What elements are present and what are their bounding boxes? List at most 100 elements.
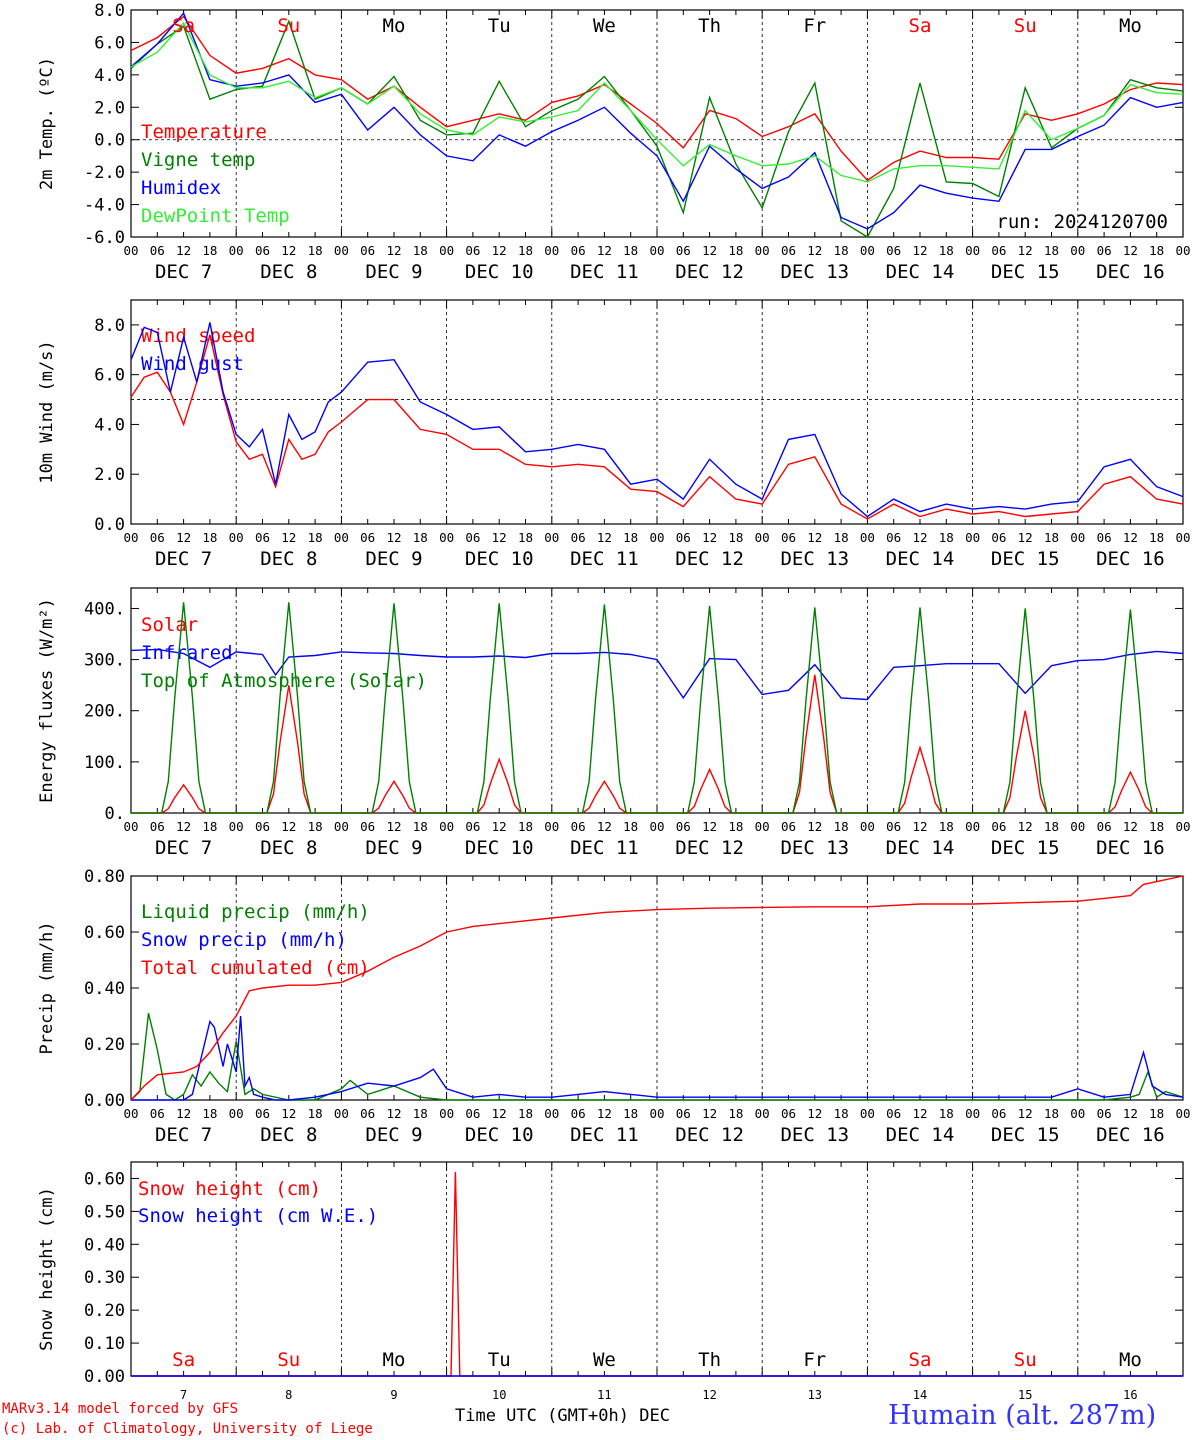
x-hour-label: 18	[202, 819, 217, 834]
run-annotation: run: 2024120700	[996, 211, 1168, 233]
x-hour-label: 00	[1175, 819, 1190, 834]
legend-entry: Infrared	[141, 642, 233, 664]
x-hour-label: 18	[728, 243, 743, 258]
y-tick-label: 300.	[84, 651, 125, 671]
weekday-label: Tu	[488, 1349, 511, 1371]
x-hour-label: 18	[939, 819, 954, 834]
x-hour-label: 00	[1070, 1106, 1085, 1121]
y-tick-label: 100.	[84, 753, 125, 773]
model-credit: MARv3.14 model forced by GFS (c) Lab. of…	[2, 1399, 373, 1439]
x-day-label: DEC 8	[260, 548, 317, 570]
x-day-label: DEC 11	[570, 1124, 639, 1146]
legend-entry: Top of Atmosphere (Solar)	[141, 670, 427, 692]
x-hour-label: 12	[1018, 819, 1033, 834]
day-number-label: 11	[597, 1388, 611, 1402]
x-hour-label: 06	[571, 1106, 586, 1121]
x-hour-label: 18	[834, 243, 849, 258]
x-hour-label: 12	[912, 819, 927, 834]
plot-frame	[130, 587, 1184, 814]
credit-line: (c) Lab. of Climatology, University of L…	[2, 1421, 373, 1437]
y-tick-label: 0.50	[84, 1202, 125, 1222]
y-tick-label: 0.40	[84, 979, 125, 999]
legend-entry: Wind gust	[141, 353, 244, 375]
day-number-label: 12	[702, 1388, 716, 1402]
day-number-label: 13	[808, 1388, 822, 1402]
x-hour-label: 00	[649, 819, 664, 834]
x-hour-label: 00	[439, 819, 454, 834]
x-hour-label: 00	[439, 1106, 454, 1121]
x-hour-label: 18	[1044, 819, 1059, 834]
x-day-label: DEC 9	[365, 1124, 422, 1146]
x-hour-label: 12	[807, 1106, 822, 1121]
x-hour-label: 06	[150, 530, 165, 545]
x-hour-label: 06	[465, 819, 480, 834]
x-hour-label: 12	[1123, 1106, 1138, 1121]
x-day-label: DEC 13	[780, 548, 849, 570]
x-hour-label: 06	[676, 1106, 691, 1121]
x-day-label: DEC 13	[780, 1124, 849, 1146]
y-tick-label: 200.	[84, 702, 125, 722]
weekday-label: Mo	[383, 15, 406, 37]
x-hour-label: 12	[807, 819, 822, 834]
x-hour-label: 06	[1097, 530, 1112, 545]
y-tick-label: 0.10	[84, 1334, 125, 1354]
x-hour-label: 12	[386, 819, 401, 834]
x-hour-label: 00	[860, 243, 875, 258]
y-tick-label: 0.20	[84, 1035, 125, 1055]
x-hour-label: 12	[492, 243, 507, 258]
y-tick-label: -6.0	[84, 228, 125, 248]
x-hour-label: 18	[413, 530, 428, 545]
x-hour-label: 18	[1044, 1106, 1059, 1121]
weekday-label: Su	[1014, 1349, 1037, 1371]
day-number-label: 10	[492, 1388, 506, 1402]
x-hour-label: 12	[1123, 819, 1138, 834]
x-hour-label: 18	[518, 530, 533, 545]
y-tick-label: 0.60	[84, 1169, 125, 1189]
x-day-label: DEC 14	[886, 261, 955, 283]
x-day-label: DEC 8	[260, 1124, 317, 1146]
y-tick-label: 0.30	[84, 1268, 125, 1288]
x-hour-label: 12	[281, 1106, 296, 1121]
x-hour-label: 06	[255, 819, 270, 834]
weekday-label: Mo	[383, 1349, 406, 1371]
x-day-label: DEC 10	[465, 261, 534, 283]
time-label: Time UTC (GMT+0h)	[455, 1406, 629, 1426]
model-line: MARv3.14 model forced by GFS	[2, 1401, 239, 1417]
legend-entry: Liquid precip (mm/h)	[141, 901, 370, 923]
x-hour-label: 12	[702, 1106, 717, 1121]
x-hour-label: 12	[597, 243, 612, 258]
x-hour-label: 00	[965, 819, 980, 834]
weekday-label: Th	[698, 15, 721, 37]
series-line-humidex	[130, 11, 1184, 230]
x-day-label: DEC 7	[155, 837, 212, 859]
x-hour-label: 06	[676, 819, 691, 834]
y-tick-label: 0.00	[84, 1091, 125, 1111]
y-axis-label: Energy fluxes (W/m²)	[37, 598, 57, 803]
x-hour-label: 06	[991, 243, 1006, 258]
panel-5: 0.60 0.50 0.40 0.30 0.20 0.10 0.00 Snow height …	[37, 1161, 1184, 1402]
weekday-label: Su	[277, 1349, 300, 1371]
x-hour-label: 12	[386, 1106, 401, 1121]
x-hour-label: 18	[308, 530, 323, 545]
x-hour-label: 00	[334, 1106, 349, 1121]
plot-frame	[130, 299, 1184, 525]
x-hour-label: 06	[886, 530, 901, 545]
x-hour-label: 12	[702, 530, 717, 545]
y-axis-label: Snow height (cm)	[37, 1187, 57, 1351]
month-label: DEC	[639, 1406, 670, 1426]
x-hour-label: 00	[965, 1106, 980, 1121]
legend-entry: Temperature	[141, 121, 267, 143]
x-hour-label: 06	[991, 1106, 1006, 1121]
x-hour-label: 12	[597, 819, 612, 834]
x-hour-label: 12	[807, 243, 822, 258]
series-line-vigne-temp	[130, 19, 1184, 238]
x-hour-label: 00	[123, 819, 138, 834]
weekday-label: Sa	[172, 1349, 195, 1371]
x-hour-label: 12	[1018, 530, 1033, 545]
y-tick-label: 0.40	[84, 1235, 125, 1255]
x-day-label: DEC 9	[365, 837, 422, 859]
x-day-label: DEC 15	[991, 837, 1060, 859]
x-day-label: DEC 14	[886, 1124, 955, 1146]
x-hour-label: 00	[439, 243, 454, 258]
x-hour-label: 06	[781, 1106, 796, 1121]
